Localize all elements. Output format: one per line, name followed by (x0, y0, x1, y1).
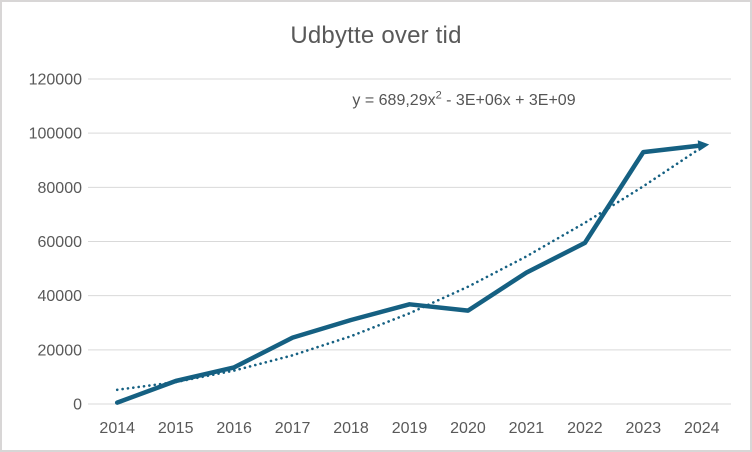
trendline (115, 146, 704, 392)
x-axis-label: 2014 (99, 420, 135, 437)
y-axis-label: 40000 (38, 288, 83, 305)
x-axis-label: 2018 (333, 420, 369, 437)
x-axis-label: 2016 (216, 420, 252, 437)
trendline-equation-label: y = 689,29x2 - 3E+06x + 3E+09 (352, 89, 576, 110)
y-axis-label: 20000 (38, 342, 83, 359)
equation-prefix: y = 689,29x (352, 92, 436, 109)
chart-title: Udbytte over tid (290, 22, 462, 49)
x-axis-label: 2021 (509, 420, 545, 437)
y-axis-label: 100000 (29, 126, 82, 143)
y-axis-label: 60000 (38, 234, 83, 251)
x-axis-label: 2020 (450, 420, 486, 437)
equation-exponent: 2 (435, 89, 442, 102)
x-axis-label: 2017 (275, 420, 311, 437)
y-axis-label: 120000 (29, 72, 82, 89)
y-axis-label: 0 (73, 397, 82, 414)
x-axis-label: 2022 (567, 420, 603, 437)
x-axis-label: 2024 (684, 420, 720, 437)
x-axis-label: 2023 (626, 420, 662, 437)
equation-suffix: - 3E+06x + 3E+09 (441, 92, 576, 109)
series-line (114, 143, 705, 405)
y-axis-label: 80000 (38, 180, 83, 197)
series-arrowhead (697, 140, 710, 152)
x-axis-label: 2019 (392, 420, 428, 437)
x-axis-label: 2015 (158, 420, 194, 437)
